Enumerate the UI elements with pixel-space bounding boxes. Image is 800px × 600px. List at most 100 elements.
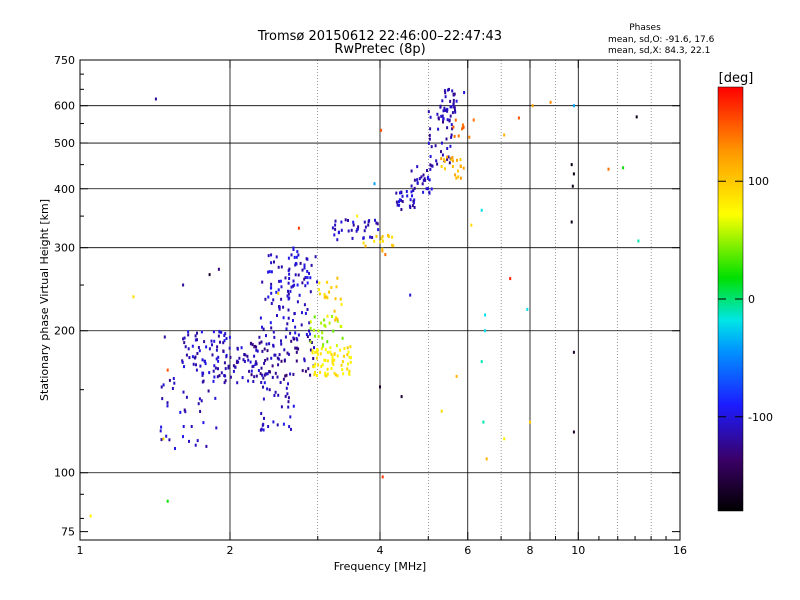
data-point [183, 341, 186, 345]
data-point [430, 164, 433, 168]
data-point [270, 302, 273, 305]
data-point [350, 228, 353, 232]
data-point [260, 412, 263, 415]
data-point [285, 386, 288, 390]
data-point [222, 349, 225, 353]
phase-stats-box: Phases mean, sd,O: -91.6, 17.6 mean, sd,… [608, 23, 715, 56]
data-point [293, 255, 296, 259]
data-point [450, 133, 453, 137]
data-point [199, 410, 202, 413]
data-point [220, 330, 223, 334]
data-point [324, 324, 327, 328]
data-point [279, 279, 282, 283]
data-point [313, 373, 316, 377]
data-point [332, 329, 335, 333]
data-point [429, 127, 432, 131]
data-point [287, 308, 290, 312]
data-point [399, 191, 401, 195]
data-point [442, 109, 445, 113]
data-point [277, 265, 280, 269]
data-point [187, 333, 190, 337]
data-point [259, 428, 262, 432]
data-point [444, 95, 447, 99]
data-point [570, 220, 573, 224]
data-point [248, 369, 251, 373]
data-point [283, 348, 286, 352]
data-point [268, 388, 271, 392]
data-point [440, 150, 442, 154]
data-point [195, 368, 198, 372]
data-point [297, 333, 300, 337]
data-point [161, 397, 164, 401]
y-tick-label: 400 [54, 183, 75, 196]
data-point [376, 222, 379, 226]
data-point [296, 250, 299, 254]
data-point [205, 444, 208, 448]
y-tick-label: 200 [54, 325, 75, 338]
data-point [427, 187, 430, 191]
data-point [400, 208, 403, 211]
data-point [183, 365, 185, 369]
data-point [212, 379, 215, 383]
data-point [294, 325, 297, 329]
data-point [218, 330, 221, 334]
data-point [287, 405, 290, 409]
data-point [294, 346, 297, 350]
data-point [452, 125, 455, 129]
data-point [330, 353, 333, 356]
data-point [326, 280, 329, 284]
data-point [391, 235, 394, 239]
data-point [357, 225, 360, 229]
data-point [163, 335, 166, 339]
colorbar-tick-label: -100 [748, 411, 773, 424]
data-point [381, 239, 384, 243]
data-point [228, 335, 231, 339]
data-point [454, 118, 457, 122]
data-point [503, 437, 506, 441]
data-point [380, 236, 383, 240]
data-point [326, 314, 329, 318]
data-point [321, 336, 324, 340]
data-point [347, 229, 350, 233]
data-point [220, 371, 223, 375]
data-point [198, 349, 201, 353]
data-point [446, 107, 449, 111]
data-point [280, 405, 283, 409]
data-point [295, 350, 298, 354]
data-point [183, 408, 186, 412]
data-point [270, 253, 273, 257]
data-point [572, 350, 575, 354]
data-point [292, 404, 295, 408]
data-point [482, 420, 485, 424]
data-point [277, 357, 280, 361]
data-point [294, 273, 297, 277]
data-point [316, 352, 319, 356]
data-point [316, 348, 319, 352]
data-point [268, 342, 271, 346]
data-point [267, 425, 270, 428]
data-point [326, 367, 329, 371]
data-point [306, 281, 309, 285]
data-point [263, 361, 266, 365]
data-point [275, 255, 278, 259]
data-point [445, 137, 448, 141]
data-point [183, 336, 186, 340]
data-point [330, 286, 333, 289]
data-point [218, 374, 221, 378]
y-tick-label: 750 [54, 54, 75, 67]
data-point [334, 227, 337, 231]
data-point [160, 385, 163, 389]
data-point [287, 269, 290, 272]
data-point [373, 182, 376, 186]
data-point [429, 155, 432, 158]
data-point [308, 329, 310, 333]
data-point [442, 117, 445, 121]
data-point [273, 394, 276, 397]
data-point [425, 187, 428, 191]
data-point [255, 362, 258, 366]
colorbar-ticks: 100 0 -100 [718, 175, 773, 424]
data-point [320, 365, 323, 368]
data-point [259, 372, 262, 376]
data-point [336, 276, 339, 280]
